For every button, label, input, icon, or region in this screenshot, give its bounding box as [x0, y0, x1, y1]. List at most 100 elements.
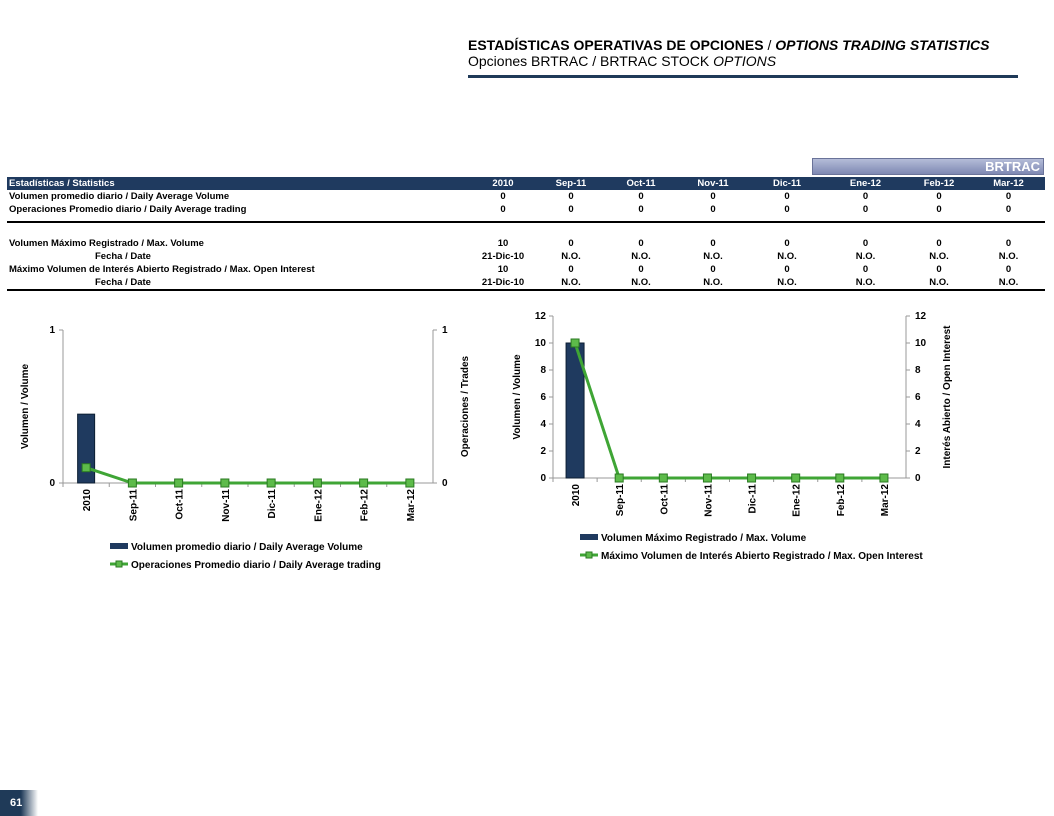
table-cell: 0 [862, 264, 869, 275]
line-point [127, 478, 137, 488]
table-cell: 0 [710, 191, 716, 202]
x-tick-label: Feb-12 [836, 484, 847, 517]
table-cell: N.O. [561, 251, 581, 262]
x-tick-label: Sep-11 [128, 489, 139, 522]
x-tick-label: Nov-11 [703, 484, 714, 517]
table-cell: 0 [862, 204, 869, 215]
title-english: OPTIONS TRADING STATISTICS [775, 37, 990, 53]
subtitle-main: Opciones BRTRAC / BRTRAC STOCK [468, 53, 714, 69]
x-tick-label: 2010 [82, 489, 93, 512]
y-axis-title: Volumen / Volume [20, 363, 31, 449]
line-point [879, 473, 889, 483]
table-cell: 0 [568, 204, 574, 215]
table-cell: N.O. [855, 251, 876, 262]
page-number: 61 [0, 790, 38, 816]
table-cell: N.O. [929, 251, 949, 262]
y2-tick-label: 8 [915, 365, 921, 376]
line-point [81, 463, 91, 473]
table-cell: N.O. [605, 276, 677, 291]
legend-line-label: Operaciones Promedio diario / Daily Aver… [131, 560, 381, 571]
table-row: Volumen promedio diario / Daily Average … [7, 190, 1045, 203]
table-separator [7, 216, 1045, 223]
y2-tick-label: 1 [442, 325, 448, 336]
y-tick-label: 1 [49, 325, 55, 336]
x-tick-label: 2010 [571, 484, 582, 507]
x-tick-label: Nov-11 [221, 489, 232, 522]
table-cell: 0 [568, 238, 574, 249]
table-cell: N.O. [825, 276, 906, 291]
legend-bar-swatch [580, 534, 598, 540]
table-cell: 0 [1005, 264, 1012, 275]
line-point [747, 473, 757, 483]
table-cell: N.O. [972, 276, 1045, 291]
legend-bar-label: Volumen Máximo Registrado / Max. Volume [601, 533, 807, 544]
table-cell: 0 [638, 204, 644, 215]
row-label: Fecha / Date [7, 276, 469, 291]
line-point [266, 478, 276, 488]
title-separator: / [763, 37, 776, 53]
table-row: Máximo Volumen de Interés Abierto Regist… [7, 263, 1045, 276]
y2-tick-label: 0 [915, 473, 921, 484]
y2-tick-label: 12 [915, 311, 927, 322]
table-cell: N.O. [537, 276, 605, 291]
table-cell: 10 [497, 264, 509, 275]
table-header-label: Estadísticas / Statistics [7, 177, 469, 190]
x-tick-label: Ene-12 [313, 489, 324, 522]
series-line [573, 342, 884, 480]
table-cell: 0 [638, 264, 644, 275]
legend-bar-swatch [110, 543, 128, 549]
page-header: ESTADÍSTICAS OPERATIVAS DE OPCIONES / OP… [468, 37, 1020, 78]
y2-tick-label: 4 [915, 419, 921, 430]
table-cell: 0 [500, 191, 506, 202]
legend-bar-label: Volumen promedio diario / Daily Average … [131, 542, 363, 553]
y-tick-label: 8 [540, 365, 546, 376]
table-cell: 0 [1005, 191, 1012, 202]
title-spanish: ESTADÍSTICAS OPERATIVAS DE OPCIONES [468, 37, 764, 53]
column-header: 2010 [469, 177, 537, 190]
line-point [614, 473, 624, 483]
line-point [405, 478, 415, 488]
table-cell: N.O. [906, 276, 972, 291]
table-row: Operaciones Promedio diario / Daily Aver… [7, 203, 1045, 216]
table-cell: N.O. [777, 251, 797, 262]
table-cell: 0 [568, 191, 574, 202]
table-cell: 0 [784, 191, 790, 202]
line-point [174, 478, 184, 488]
line-point [835, 473, 845, 483]
x-tick-label: Dic-11 [267, 489, 278, 519]
line-point [570, 338, 580, 348]
table-cell: N.O. [677, 276, 749, 291]
y2-tick-label: 2 [915, 446, 921, 457]
table-cell: 0 [1005, 238, 1012, 249]
table-row: Volumen Máximo Registrado / Max. Volume … [7, 237, 1045, 250]
table-cell: 21-Dic-10 [481, 251, 525, 262]
table-cell: 0 [936, 204, 942, 215]
table-cell: 0 [500, 204, 506, 215]
x-tick-label: Ene-12 [792, 484, 803, 517]
line-point [312, 478, 322, 488]
row-label: Operaciones Promedio diario / Daily Aver… [9, 204, 247, 215]
statistics-table: Estadísticas / Statistics 2010 Sep-11 Oc… [7, 177, 1045, 291]
row-label: Volumen promedio diario / Daily Average … [9, 191, 230, 202]
table-cell: N.O. [749, 276, 825, 291]
series-line [85, 466, 410, 485]
table-cell: 0 [638, 238, 644, 249]
y-tick-label: 0 [540, 473, 546, 484]
x-tick-label: Sep-11 [615, 484, 626, 517]
legend-line-marker [115, 560, 123, 568]
subtitle-italic: OPTIONS [713, 53, 777, 69]
line-point [359, 478, 369, 488]
table-cell: 0 [862, 191, 869, 202]
y-tick-label: 4 [540, 419, 546, 430]
page-subtitle: Opciones BRTRAC / BRTRAC STOCK OPTIONS [468, 53, 1020, 70]
table-cell: 21-Dic-10 [469, 276, 537, 291]
table-cell: 0 [568, 264, 574, 275]
line-point [791, 473, 801, 483]
row-label: Máximo Volumen de Interés Abierto Regist… [9, 264, 315, 275]
table-cell: 0 [638, 191, 644, 202]
table-cell: 0 [710, 264, 716, 275]
table-cell: 0 [936, 238, 942, 249]
x-tick-label: Dic-11 [748, 484, 759, 514]
y2-tick-label: 6 [915, 392, 921, 403]
